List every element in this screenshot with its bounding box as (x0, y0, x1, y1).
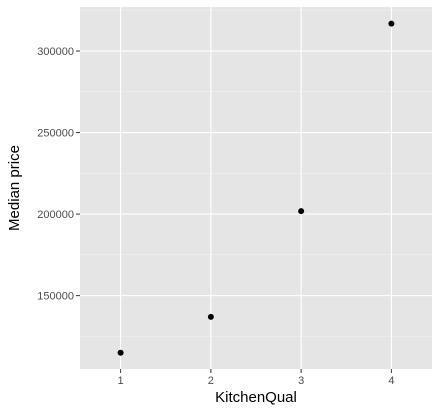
data-point (207, 313, 214, 320)
major-gridlines (80, 7, 432, 369)
x-axis: 1 2 3 4 (118, 369, 394, 387)
y-tick-label: 250000 (37, 128, 74, 140)
y-axis: 150000 200000 250000 300000 (37, 46, 80, 303)
x-tick-label: 1 (118, 375, 124, 387)
x-tick-label: 4 (388, 375, 394, 387)
x-tick-label: 3 (298, 375, 304, 387)
data-point (298, 208, 305, 215)
x-axis-title: KitchenQual (215, 389, 297, 406)
y-tick-label: 150000 (37, 291, 74, 303)
y-axis-title: Median price (6, 145, 23, 231)
y-tick-label: 300000 (37, 46, 74, 58)
data-point (388, 20, 395, 27)
x-tick-label: 2 (208, 375, 214, 387)
plot-panel (80, 7, 432, 369)
data-points (117, 20, 395, 356)
minor-gridlines (80, 9, 432, 337)
data-point (117, 349, 124, 356)
y-tick-label: 200000 (37, 209, 74, 221)
